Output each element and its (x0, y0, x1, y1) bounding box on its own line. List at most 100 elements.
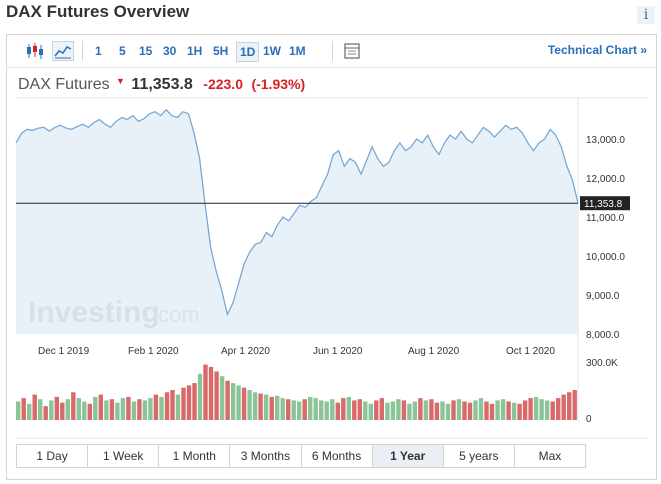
calendar-icon[interactable] (342, 41, 364, 61)
range-selector: 1 Day 1 Week 1 Month 3 Months 6 Months 1 Year… (16, 444, 586, 468)
volume-bar (511, 402, 517, 420)
volume-bar (572, 390, 577, 420)
volume-bar (120, 398, 126, 420)
volume-bar (528, 398, 533, 420)
candlestick-chart-icon[interactable] (24, 41, 46, 61)
volume-bar (440, 401, 445, 420)
current-price-label: 11,353.8 (584, 199, 623, 210)
volume-bar (396, 399, 401, 420)
volume-bar (522, 400, 528, 420)
volume-bar (258, 393, 263, 420)
volume-bar (319, 400, 324, 420)
volume-bar (567, 392, 572, 420)
volume-bar (401, 400, 407, 420)
volume-bar (302, 399, 307, 420)
volume-bar (473, 400, 478, 420)
volume-bar (324, 401, 329, 420)
volume-bar (197, 373, 203, 420)
range-1-month[interactable]: 1 Month (159, 445, 231, 467)
area-chart-icon[interactable] (52, 41, 74, 61)
toolbar-divider (82, 41, 83, 61)
volume-tick-label: 300.0K (586, 358, 618, 369)
timeframe-5[interactable]: 5 (119, 44, 126, 58)
volume-bar (87, 403, 92, 420)
volume-bar (379, 398, 384, 420)
timeframe-1d[interactable]: 1D (236, 42, 260, 62)
volume-bar (82, 401, 87, 420)
volume-bar (21, 398, 26, 420)
quote-line: DAX Futures ▼ 11,353.8 -223.0 (-1.93%) (18, 76, 305, 94)
range-5-years[interactable]: 5 years (444, 445, 515, 467)
volume-bar (54, 396, 59, 420)
volume-bar (280, 398, 285, 420)
volume-bar (363, 401, 368, 420)
volume-bar (186, 385, 192, 420)
volume-bar (126, 396, 131, 420)
price-line (15, 108, 579, 317)
x-axis-label: Aug 1 2020 (408, 346, 460, 357)
timeframe-1h[interactable]: 1H (187, 44, 203, 58)
volume-bar (252, 392, 258, 420)
volume-bar (346, 396, 351, 420)
volume-bar (556, 398, 561, 420)
timeframe-1[interactable]: 1 (95, 44, 102, 58)
volume-bar (236, 385, 241, 420)
volume-bar (71, 392, 76, 420)
volume-bar (462, 401, 467, 420)
volume-bar (247, 390, 252, 420)
volume-bar (131, 401, 137, 420)
volume-bar (429, 399, 434, 420)
chart-frame (6, 34, 657, 480)
volume-bar (533, 396, 539, 420)
volume-bar (175, 394, 181, 420)
volume-bar (214, 371, 219, 420)
volume-bar (159, 396, 164, 420)
range-6-months[interactable]: 6 Months (302, 445, 373, 467)
volume-bar (291, 400, 296, 420)
volume-bar (137, 399, 142, 420)
volume-bar (38, 399, 43, 420)
price-change: -223.0 (203, 76, 243, 92)
technical-chart-link[interactable]: Technical Chart » (547, 43, 647, 57)
price-tick-label: 9,000.0 (586, 291, 620, 302)
timeframe-1m[interactable]: 1M (289, 44, 306, 58)
timeframe-15[interactable]: 15 (139, 44, 153, 58)
volume-bar (357, 399, 362, 420)
volume-bar (115, 402, 120, 420)
price-tick-label: 11,000.0 (586, 213, 625, 224)
instrument-name: DAX Futures (18, 76, 110, 93)
range-3-months[interactable]: 3 Months (230, 445, 302, 467)
volume-bar (98, 394, 103, 420)
volume-bar (478, 398, 484, 420)
volume-bar (467, 402, 473, 420)
volume-bar (506, 401, 511, 420)
range-max[interactable]: Max (538, 449, 562, 463)
x-axis-label: Apr 1 2020 (221, 346, 270, 357)
volume-bar (445, 403, 451, 420)
volume-bar (225, 380, 230, 420)
volume-bar (203, 364, 208, 420)
info-icon[interactable]: i (637, 6, 655, 24)
range-1-week[interactable]: 1 Week (88, 445, 160, 467)
volume-bar (65, 399, 70, 420)
volume-bar (330, 399, 335, 420)
volume-bar (500, 399, 506, 420)
volume-bar (412, 401, 418, 420)
range-1-day[interactable]: 1 Day (17, 445, 89, 467)
price-change-percent: (-1.93%) (251, 76, 306, 92)
range-1-year[interactable]: 1 Year (372, 445, 444, 467)
volume-bar (308, 396, 313, 420)
down-arrow-icon: ▼ (116, 76, 125, 86)
timeframe-5h[interactable]: 5H (213, 44, 229, 58)
volume-bar (275, 395, 280, 420)
volume-bar (517, 403, 522, 420)
volume-bar (76, 398, 81, 420)
timeframe-30[interactable]: 30 (163, 44, 177, 58)
volume-bar (219, 376, 225, 420)
volume-bar (181, 387, 186, 420)
timeframe-1w[interactable]: 1W (263, 44, 281, 58)
volume-bar (164, 392, 170, 420)
volume-bar (456, 399, 462, 420)
x-axis-label: Oct 1 2020 (506, 346, 555, 357)
